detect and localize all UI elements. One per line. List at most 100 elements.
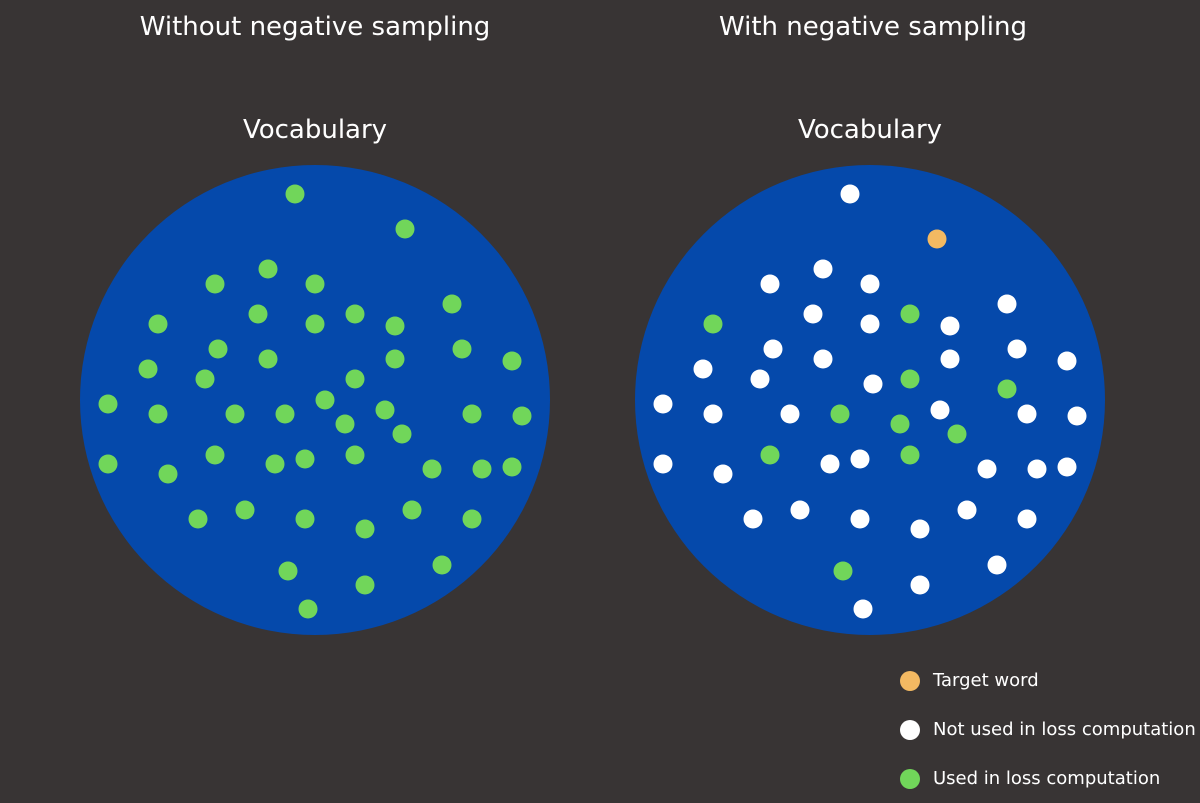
right-not-used-word-dot: [1067, 406, 1087, 426]
left-used-word-dot: [462, 509, 482, 529]
left-used-word-dot: [205, 274, 225, 294]
right-not-used-word-dot: [693, 359, 713, 379]
right-not-used-word-dot: [863, 374, 883, 394]
right-not-used-word-dot: [1057, 351, 1077, 371]
left-used-word-dot: [148, 314, 168, 334]
right-vocabulary-label: Vocabulary: [797, 115, 943, 145]
right-used-word-dot: [703, 314, 723, 334]
left-used-word-dot: [225, 404, 245, 424]
left-used-word-dot: [258, 259, 278, 279]
legend-item-not-used: Not used in loss computation: [898, 705, 1196, 754]
right-not-used-word-dot: [910, 519, 930, 539]
right-used-word-dot: [833, 561, 853, 581]
left-used-word-dot: [345, 304, 365, 324]
left-used-word-dot: [148, 404, 168, 424]
left-used-word-dot: [355, 575, 375, 595]
legend-item-used: Used in loss computation: [898, 754, 1196, 803]
right-used-word-dot: [900, 369, 920, 389]
left-used-word-dot: [98, 394, 118, 414]
right-used-word-dot: [830, 404, 850, 424]
right-vocabulary-circle: [635, 165, 1105, 635]
left-used-word-dot: [502, 457, 522, 477]
right-not-used-word-dot: [850, 449, 870, 469]
right-used-word-dot: [997, 379, 1017, 399]
right-used-word-dot: [900, 304, 920, 324]
right-not-used-word-dot: [930, 400, 950, 420]
right-not-used-word-dot: [1057, 457, 1077, 477]
left-used-word-dot: [138, 359, 158, 379]
right-used-word-dot: [900, 445, 920, 465]
left-used-word-dot: [98, 454, 118, 474]
left-used-word-dot: [392, 424, 412, 444]
right-not-used-word-dot: [803, 304, 823, 324]
right-not-used-word-dot: [790, 500, 810, 520]
right-not-used-word-dot: [813, 349, 833, 369]
right-not-used-word-dot: [820, 454, 840, 474]
right-not-used-word-dot: [957, 500, 977, 520]
left-used-word-dot: [432, 555, 452, 575]
legend-label-target: Target word: [933, 670, 1039, 691]
right-not-used-word-dot: [997, 294, 1017, 314]
left-used-word-dot: [298, 599, 318, 619]
left-used-word-dot: [395, 219, 415, 239]
left-used-word-dot: [385, 349, 405, 369]
left-used-word-dot: [472, 459, 492, 479]
right-not-used-word-dot: [860, 314, 880, 334]
right-not-used-word-dot: [940, 349, 960, 369]
left-used-word-dot: [422, 459, 442, 479]
left-used-word-dot: [402, 500, 422, 520]
left-used-word-dot: [305, 274, 325, 294]
legend-label-used: Used in loss computation: [933, 768, 1161, 789]
right-not-used-word-dot: [760, 274, 780, 294]
right-not-used-word-dot: [840, 184, 860, 204]
left-used-word-dot: [285, 184, 305, 204]
right-not-used-word-dot: [987, 555, 1007, 575]
legend-item-target: Target word: [898, 656, 1196, 705]
left-used-word-dot: [275, 404, 295, 424]
left-used-word-dot: [295, 509, 315, 529]
left-used-word-dot: [442, 294, 462, 314]
legend: Target word Not used in loss computation…: [898, 656, 1196, 803]
right-not-used-word-dot: [713, 464, 733, 484]
left-used-word-dot: [512, 406, 532, 426]
right-not-used-word-dot: [653, 454, 673, 474]
right-not-used-word-dot: [780, 404, 800, 424]
left-used-word-dot: [295, 449, 315, 469]
left-used-word-dot: [355, 519, 375, 539]
right-not-used-word-dot: [940, 316, 960, 336]
left-used-word-dot: [462, 404, 482, 424]
left-used-word-dot: [248, 304, 268, 324]
right-not-used-word-dot: [750, 369, 770, 389]
right-not-used-word-dot: [1017, 404, 1037, 424]
left-used-word-dot: [335, 414, 355, 434]
right-used-word-dot: [947, 424, 967, 444]
right-not-used-word-dot: [853, 599, 873, 619]
right-not-used-word-dot: [1017, 509, 1037, 529]
left-used-word-dot: [195, 369, 215, 389]
not-used-swatch-icon: [900, 719, 920, 740]
right-not-used-word-dot: [703, 404, 723, 424]
left-used-word-dot: [235, 500, 255, 520]
left-used-word-dot: [258, 349, 278, 369]
left-used-word-dot: [502, 351, 522, 371]
left-vocabulary-circle: [80, 165, 550, 635]
right-used-word-dot: [890, 414, 910, 434]
right-not-used-word-dot: [1027, 459, 1047, 479]
left-used-word-dot: [452, 339, 472, 359]
legend-label-not-used: Not used in loss computation: [933, 719, 1196, 740]
used-swatch-icon: [900, 768, 920, 789]
right-target-word-dot: [927, 229, 947, 249]
right-used-word-dot: [760, 445, 780, 465]
right-panel-title: With negative sampling: [718, 12, 1028, 42]
left-used-word-dot: [188, 509, 208, 529]
left-used-word-dot: [205, 445, 225, 465]
left-vocabulary-label: Vocabulary: [242, 115, 388, 145]
left-used-word-dot: [375, 400, 395, 420]
left-used-word-dot: [208, 339, 228, 359]
right-not-used-word-dot: [860, 274, 880, 294]
right-not-used-word-dot: [977, 459, 997, 479]
right-not-used-word-dot: [763, 339, 783, 359]
right-not-used-word-dot: [653, 394, 673, 414]
left-used-word-dot: [265, 454, 285, 474]
left-used-word-dot: [385, 316, 405, 336]
